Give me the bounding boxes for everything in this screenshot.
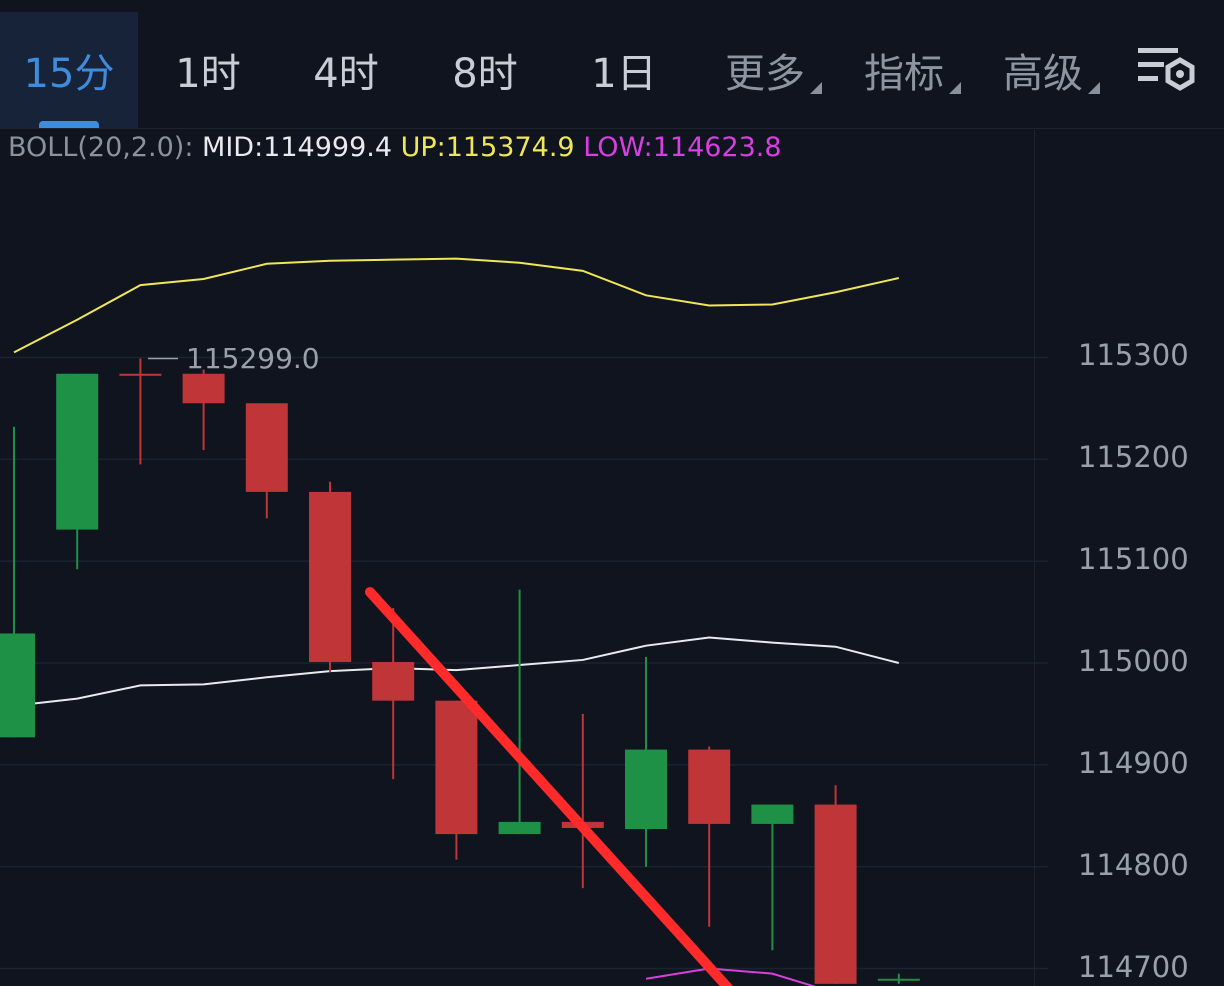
boll-middle-line	[13, 636, 900, 707]
price-tick-label: 115100	[1078, 542, 1189, 577]
candle-body	[625, 749, 667, 830]
tab-1h[interactable]: 1时	[148, 12, 268, 128]
dropdown-corner-icon	[949, 82, 961, 94]
price-tick-label: 114900	[1078, 745, 1189, 780]
dropdown-corner-icon	[810, 82, 822, 94]
candle-body	[435, 700, 478, 835]
boll-upper-line	[13, 257, 900, 354]
active-tab-underline	[39, 121, 99, 128]
candle-body	[56, 373, 99, 530]
tab-label: 1日	[591, 51, 657, 97]
timeframe-tabbar: 15分 1时 4时 8时 1日 更多 指标 高级	[0, 0, 1224, 129]
candle-body	[814, 804, 857, 984]
candle-body	[182, 373, 225, 404]
price-axis-divider	[1034, 130, 1035, 986]
trend-annotation-line	[365, 587, 734, 986]
candle-body	[498, 821, 541, 835]
candle-body	[0, 633, 35, 738]
boll-mid-value: MID:114999.4	[202, 132, 393, 163]
tab-label: 指标	[864, 51, 944, 97]
tab-15m[interactable]: 15分	[0, 12, 138, 128]
chart-settings-icon[interactable]	[1136, 42, 1196, 98]
tab-label: 1时	[175, 51, 241, 97]
candle-body	[751, 804, 794, 824]
tab-label: 8时	[452, 51, 518, 97]
tab-label: 4时	[313, 51, 379, 97]
tab-advanced-dropdown[interactable]: 高级	[1000, 12, 1100, 128]
boll-indicator-legend: BOLL(20,2.0): MID:114999.4 UP:115374.9 L…	[8, 132, 782, 163]
tab-label: 高级	[1003, 51, 1083, 97]
boll-lower-line	[645, 967, 817, 986]
candle-body	[119, 373, 162, 376]
candle-body	[372, 661, 415, 701]
tab-more-dropdown[interactable]: 更多	[722, 12, 822, 128]
candle-body	[309, 491, 351, 662]
dropdown-corner-icon	[1088, 82, 1100, 94]
tab-indicators-dropdown[interactable]: 指标	[861, 12, 961, 128]
tab-8h[interactable]: 8时	[425, 12, 545, 128]
high-price-label: 115299.0	[186, 342, 320, 375]
price-tick-label: 115300	[1078, 338, 1189, 373]
boll-up-value: UP:115374.9	[400, 132, 575, 163]
tab-1d[interactable]: 1日	[564, 12, 684, 128]
price-tick-label: 114700	[1078, 949, 1189, 984]
price-tick-label: 115000	[1078, 644, 1189, 678]
boll-name: BOLL(20,2.0):	[8, 132, 194, 163]
tab-label: 15分	[23, 51, 115, 97]
price-tick-label: 115200	[1078, 440, 1189, 475]
tab-label: 更多	[725, 51, 805, 97]
tab-4h[interactable]: 4时	[286, 12, 406, 128]
boll-low-value: LOW:114623.8	[583, 132, 782, 163]
price-tick-label: 114800	[1078, 847, 1189, 882]
candle-body	[877, 978, 920, 981]
candle-body	[245, 403, 288, 492]
candle-body	[688, 749, 731, 824]
